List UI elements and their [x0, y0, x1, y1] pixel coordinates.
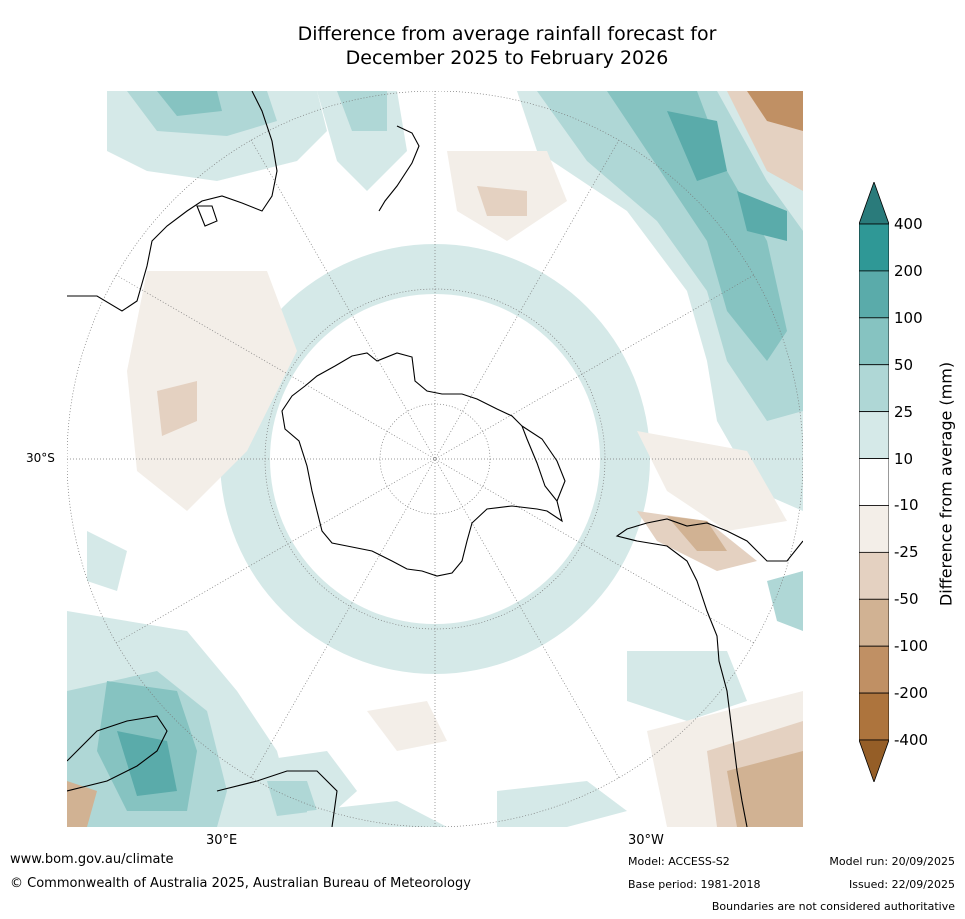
website-text: www.bom.gov.au/climate: [10, 852, 174, 867]
wet-anomaly-patches: [67, 91, 803, 827]
latitude-label-30s: 30°S: [26, 451, 55, 465]
colorbar-band: [859, 223, 889, 272]
model-text: Model: ACCESS-S2: [628, 855, 730, 868]
colorbar-tick-label: -50: [894, 590, 919, 609]
antarctic-peninsula: [521, 425, 566, 502]
colorbar-band: [859, 598, 889, 647]
colorbar-tick-label: 100: [894, 308, 923, 327]
colorbar-band-top-arrow: [859, 182, 889, 225]
wet-anomaly-ring: [220, 244, 650, 674]
antarctica-coast: [281, 352, 563, 577]
southern-africa-coast: [67, 715, 168, 792]
colorbar-tick-label: -100: [894, 637, 929, 656]
colorbar-tick-label: 25: [894, 402, 914, 421]
colorbar-bands: [859, 182, 889, 782]
disclaimer-text: Boundaries are not considered authoritat…: [711, 900, 955, 913]
map-canvas: [67, 91, 803, 827]
colorbar-band: [859, 270, 889, 319]
colorbar-tick-label: -10: [894, 496, 919, 515]
base-period-text: Base period: 1981-2018: [628, 878, 761, 891]
colorbar-band-bottom-arrow: [859, 739, 889, 782]
dry-anomaly-patches: [67, 91, 803, 827]
longitude-label-30e: 30°E: [206, 833, 238, 848]
australia-coast: [67, 91, 278, 312]
colorbar-band: [859, 411, 889, 459]
colorbar-tick-label: -25: [894, 543, 919, 562]
colorbar: [859, 182, 889, 782]
colorbar-tick-label: 10: [894, 449, 914, 468]
model-run-text: Model run: 20/09/2025: [829, 855, 955, 868]
colorbar-tick-label: 50: [894, 355, 914, 374]
colorbar-tick-label: -200: [894, 684, 929, 703]
new-zealand-coast: [378, 125, 420, 212]
coastlines: [67, 91, 803, 827]
colorbar-label: Difference from average (mm): [936, 361, 956, 607]
longitude-label-30w: 30°W: [628, 833, 664, 848]
copyright-text: © Commonwealth of Australia 2025, Austra…: [10, 876, 471, 891]
colorbar-band: [859, 364, 889, 413]
graticule: [67, 91, 803, 827]
colorbar-band: [859, 692, 889, 741]
colorbar-band: [859, 551, 889, 600]
colorbar-band: [859, 505, 889, 553]
title-line-1: Difference from average rainfall forecas…: [297, 23, 717, 45]
tasmania-coast: [196, 205, 218, 227]
madagascar-region-coast: [216, 770, 338, 827]
issued-text: Issued: 22/09/2025: [848, 878, 955, 891]
colorbar-tick-label: -400: [894, 731, 929, 749]
colorbar-tick-label: 400: [894, 215, 923, 233]
rainfall-map: [67, 91, 803, 827]
chart-title: Difference from average rainfall forecas…: [0, 22, 965, 70]
title-line-2: December 2025 to February 2026: [345, 47, 669, 69]
colorbar-band: [859, 458, 889, 506]
south-america-coast: [615, 518, 803, 827]
colorbar-band: [859, 645, 889, 694]
colorbar-tick-label: 200: [894, 261, 923, 280]
colorbar-band: [859, 317, 889, 366]
